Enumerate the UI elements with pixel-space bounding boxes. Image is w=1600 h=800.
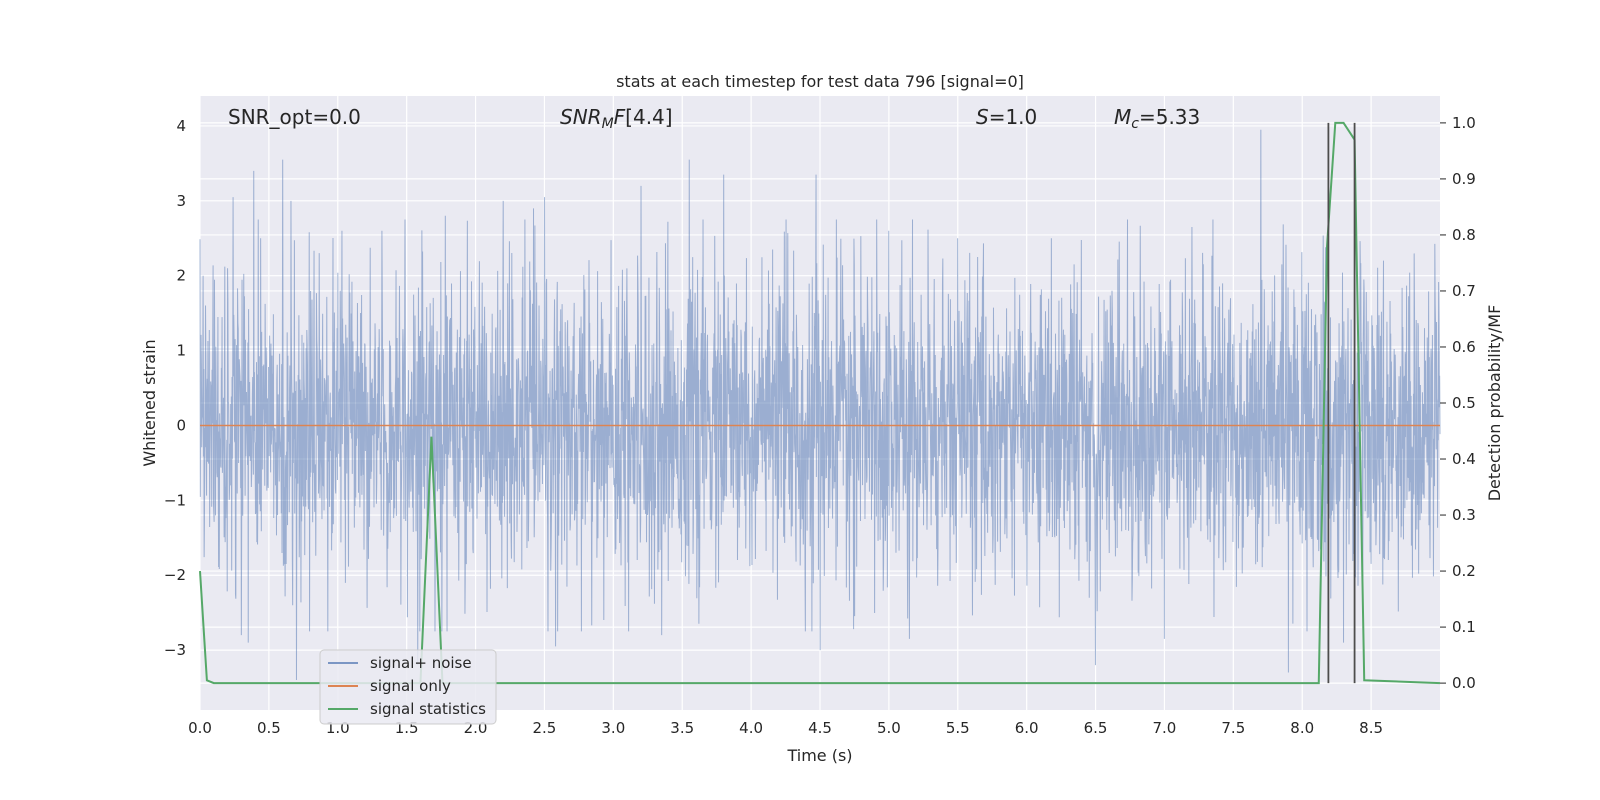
legend-label-signal-noise: signal+ noise bbox=[370, 654, 472, 672]
x-tick-label: 8.5 bbox=[1359, 719, 1383, 737]
y-tick-label: −2 bbox=[164, 566, 186, 584]
y-axis-ticks: −3 −2 −1 0 1 2 3 4 bbox=[164, 117, 186, 659]
x-tick-label: 2.5 bbox=[533, 719, 557, 737]
y-right-tick-label: 0.3 bbox=[1452, 506, 1476, 524]
x-tick-label: 6.5 bbox=[1084, 719, 1108, 737]
x-tick-label: 7.5 bbox=[1221, 719, 1245, 737]
x-tick-label: 0.0 bbox=[188, 719, 212, 737]
y-tick-label: 2 bbox=[176, 267, 186, 285]
y-tick-label: −1 bbox=[164, 491, 186, 509]
y-axis-right-ticks: 0.0 0.1 0.2 0.3 0.4 0.5 0.6 0.7 0.8 0.9 1.0 bbox=[1440, 114, 1476, 692]
s-value: =1.0 bbox=[989, 105, 1038, 129]
x-tick-label: 5.0 bbox=[877, 719, 901, 737]
snr-opt-annotation: SNR_opt=0.0 bbox=[228, 105, 361, 129]
snr-mf-value: [4.4] bbox=[625, 105, 672, 129]
x-tick-label: 4.5 bbox=[808, 719, 832, 737]
x-tick-label: 6.0 bbox=[1015, 719, 1039, 737]
y-tick-label: 3 bbox=[176, 192, 186, 210]
x-tick-label: 5.5 bbox=[946, 719, 970, 737]
y-right-tick-label: 0.2 bbox=[1452, 562, 1476, 580]
x-axis-ticks: 0.0 0.5 1.0 1.5 2.0 2.5 3.0 3.5 4.0 4.5 5.0 5.5 6.0 6… bbox=[188, 719, 1383, 737]
y-right-tick-label: 0.4 bbox=[1452, 450, 1476, 468]
signal-noise-series bbox=[199, 129, 1441, 681]
chart-title: stats at each timestep for test data 796… bbox=[616, 72, 1024, 91]
mc-annotation: Mc=5.33 bbox=[1114, 105, 1200, 132]
y-right-tick-label: 0.7 bbox=[1452, 282, 1476, 300]
s-annotation: S=1.0 bbox=[976, 105, 1037, 129]
x-tick-label: 4.0 bbox=[739, 719, 763, 737]
y-axis-label: Whitened strain bbox=[140, 339, 159, 466]
legend: signal+ noise signal only signal statist… bbox=[319, 649, 497, 725]
legend-label-signal-only: signal only bbox=[370, 677, 451, 695]
legend-label-signal-statistics: signal statistics bbox=[370, 700, 486, 718]
y-right-tick-label: 0.8 bbox=[1452, 226, 1476, 244]
trigger-markers bbox=[1327, 122, 1356, 684]
x-tick-label: 7.0 bbox=[1153, 719, 1177, 737]
y-right-tick-label: 0.9 bbox=[1452, 170, 1476, 188]
x-tick-label: 8.0 bbox=[1290, 719, 1314, 737]
y-axis-right-label: Detection probability/MF bbox=[1485, 305, 1504, 502]
y-right-tick-label: 0.5 bbox=[1452, 394, 1476, 412]
mc-value: =5.33 bbox=[1139, 105, 1200, 129]
y-tick-label: −3 bbox=[164, 641, 186, 659]
legend-box bbox=[319, 649, 497, 725]
x-tick-label: 3.5 bbox=[670, 719, 694, 737]
x-tick-label: 0.5 bbox=[257, 719, 281, 737]
y-right-tick-label: 0.0 bbox=[1452, 674, 1476, 692]
y-tick-label: 0 bbox=[176, 416, 186, 434]
y-tick-label: 4 bbox=[176, 117, 186, 135]
snr-mf-annotation: SNRMF[4.4] bbox=[560, 105, 673, 132]
x-tick-label: 3.0 bbox=[601, 719, 625, 737]
signal-noise-line bbox=[199, 129, 1441, 681]
y-right-tick-label: 0.1 bbox=[1452, 618, 1476, 636]
y-right-tick-label: 0.6 bbox=[1452, 338, 1476, 356]
y-tick-label: 1 bbox=[176, 342, 186, 360]
x-axis-label: Time (s) bbox=[786, 746, 852, 765]
y-right-tick-label: 1.0 bbox=[1452, 114, 1476, 132]
